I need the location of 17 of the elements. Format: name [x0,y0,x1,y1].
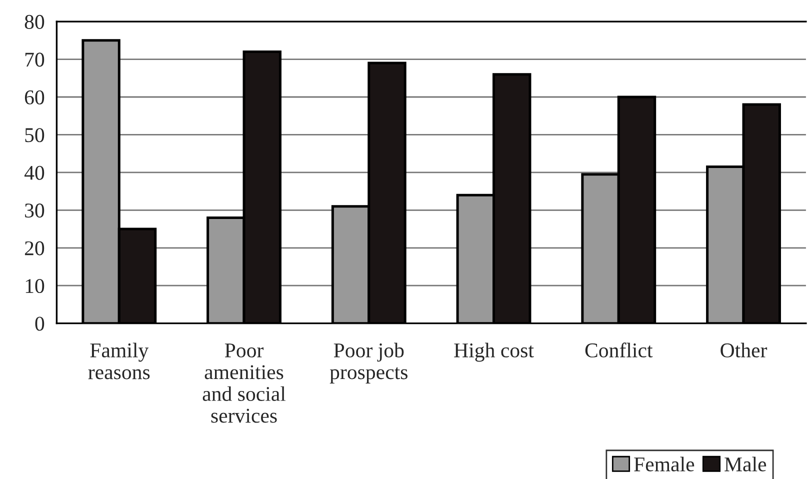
y-tick-label: 20 [24,241,44,256]
x-tick-label: Poor job prospects [330,342,408,384]
legend-label: Female [634,456,694,472]
y-tick-label: 70 [25,52,44,67]
legend-label: Male [724,456,766,472]
x-tick-label: Family reasons [88,342,150,380]
y-tick-label: 40 [24,166,44,180]
x-tick-label: Poor amenities and social services [202,344,286,423]
y-tick-label: 30 [25,204,44,218]
x-tick-label: Other [720,342,768,358]
y-tick-label: 60 [24,90,44,104]
y-tick-label: 10 [26,278,44,294]
y-tick-label: 50 [25,128,44,142]
y-tick-label: 0 [35,316,44,331]
x-tick-label: Conflict [585,342,653,358]
x-tick-label: High cost [454,342,534,362]
y-tick-label: 80 [24,14,44,29]
